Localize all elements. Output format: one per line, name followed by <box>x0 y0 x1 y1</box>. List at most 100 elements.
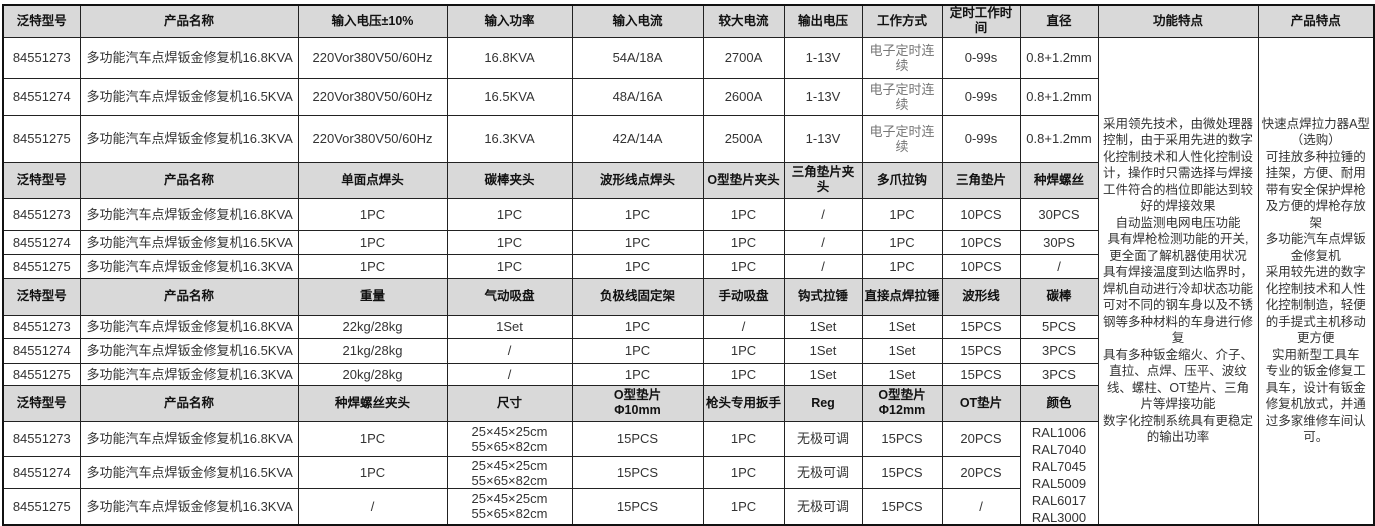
spec-value: / <box>702 314 785 339</box>
column-header: 较大电流 <box>702 4 785 38</box>
column-header: 波形线点焊头 <box>571 161 704 199</box>
spec-value: 1PC <box>861 229 943 255</box>
table-row: 84551273 多功能汽车点焊钣金修复机16.8KVA 1PC 25×45×25cm… <box>2 420 1374 525</box>
color-code: RAL7040 <box>1031 441 1087 457</box>
spec-value: 20kg/28kg <box>297 362 448 386</box>
feature-paragraph: 具有多种钣金缩火、介子、直拉、点焊、压平、波纹线、螺柱、OT垫片、三角片等焊接功… <box>1102 347 1253 412</box>
color-code: RAL3000 <box>1031 509 1087 524</box>
product-spec-table: 泛特型号 产品名称 输入电压±10% 输入功率 输入电流 较大电流 输出电压 工作方式 定时工作… <box>2 4 1375 526</box>
spec-value: 1PC <box>297 229 448 255</box>
spec-value: 1Set <box>861 362 943 386</box>
model-number: 84551274 <box>2 337 81 364</box>
spec-value: 1PC <box>571 337 704 364</box>
spec-value: 30PS <box>1019 229 1099 255</box>
spec-value: 10PCS <box>941 229 1021 255</box>
feature-paragraph: 快速点焊拉力器A型（选购） <box>1261 116 1370 148</box>
spec-value: 15PCS <box>861 488 943 525</box>
column-header: 重量 <box>297 277 448 316</box>
model-number: 84551275 <box>2 114 81 163</box>
spec-value: 1PC <box>702 197 785 231</box>
spec-value: 1-13V <box>783 36 863 79</box>
spec-value: 0.8+1.2mm <box>1019 36 1099 79</box>
column-header: 输入电压±10% <box>297 4 448 38</box>
spec-value: 10PCS <box>941 253 1021 279</box>
spec-value: 15PCS <box>861 420 943 458</box>
spec-value: / <box>297 488 448 525</box>
feature-paragraph: 数字化控制系统具有更稳定的输出功率 <box>1102 413 1253 445</box>
spec-value: 1-13V <box>783 77 863 116</box>
function-features: 采用领先技术，由微处理器控制，由于采用先进的数字化控制技术和人性化控制设计，操作… <box>1097 36 1259 525</box>
product-name: 多功能汽车点焊钣金修复机16.3KVA <box>79 362 299 386</box>
column-header: 输入功率 <box>446 4 573 38</box>
spec-value: 10PCS <box>941 197 1021 231</box>
spec-value: 15PCS <box>571 488 704 525</box>
product-name: 多功能汽车点焊钣金修复机16.8KVA <box>79 197 299 231</box>
header-row: 泛特型号 产品名称 输入电压±10% 输入功率 输入电流 较大电流 输出电压 工作方式 定时工作… <box>2 4 1375 38</box>
column-header: 直接点焊拉锤 <box>861 277 943 316</box>
spec-value: 电子定时连续 <box>861 114 943 163</box>
spec-value: 22kg/28kg <box>297 314 448 339</box>
spec-value: / <box>446 337 573 364</box>
spec-value: 1PC <box>702 337 785 364</box>
feature-paragraph: 采用较先进的数字化控制技术和人性化控制制造，轻便的手提式主机移动更方便 <box>1265 265 1366 345</box>
header-row: 泛特型号 产品名称 种焊螺丝夹头 尺寸 O型垫片 Φ10mm 枪头专用扳手 Reg O型垫片 … <box>2 384 1374 422</box>
color-list: RAL1006 RAL7040 RAL7045 RAL5009 RAL6017 RAL30… <box>1019 420 1099 525</box>
column-header: 泛特型号 <box>2 161 81 199</box>
spec-value: 1PC <box>297 197 448 231</box>
feature-paragraph: 自动监测电网电压功能 <box>1115 215 1241 230</box>
column-header: 手动吸盘 <box>702 277 785 316</box>
product-name: 多功能汽车点焊钣金修复机16.8KVA <box>79 420 299 458</box>
spec-value: / <box>1019 253 1099 279</box>
spec-value: / <box>783 253 863 279</box>
table-row: 84551274 多功能汽车点焊钣金修复机16.5KVA 220Vor380V50/… <box>2 77 1374 116</box>
column-header: 产品特点 <box>1257 4 1375 38</box>
spec-value: 3PCS <box>1019 337 1099 364</box>
column-header: 碳棒夹头 <box>446 161 573 199</box>
table-row: 84551274 多功能汽车点焊钣金修复机16.5KVA 21kg/28kg/1PC… <box>2 337 1374 364</box>
column-header: 碳棒 <box>1019 277 1099 316</box>
table-row: 84551275 多功能汽车点焊钣金修复机16.3KVA/25×45×25cm 5… <box>2 488 1374 525</box>
column-header: 枪头专用扳手 <box>702 384 785 422</box>
spec-value: 0-99s <box>941 114 1021 163</box>
model-number: 84551274 <box>2 229 81 255</box>
spec-value: 1PC <box>702 229 785 255</box>
header-row: 泛特型号 产品名称 重量 气动吸盘 负极线固定架 手动吸盘 钩式拉锤 直接点焊拉锤 波形线 碳棒 <box>2 277 1374 316</box>
column-header: 直径 <box>1019 4 1099 38</box>
column-header: 三角垫片夹头 <box>783 161 863 199</box>
spec-value: 1PC <box>702 420 785 458</box>
spec-value: 1PC <box>297 253 448 279</box>
spec-value: / <box>941 488 1021 525</box>
color-code: RAL7045 <box>1031 458 1087 474</box>
product-name: 多功能汽车点焊钣金修复机16.3KVA <box>79 488 299 525</box>
feature-paragraph: 专业的钣金修复工具车，设计有钣金修复机放式，并通过多家维修车间认可。 <box>1265 364 1366 444</box>
spec-value: 220Vor380V50/60Hz <box>297 36 448 79</box>
spec-value: 16.8KVA <box>446 36 573 79</box>
product-name: 多功能汽车点焊钣金修复机16.3KVA <box>79 114 299 163</box>
model-number: 84551275 <box>2 362 81 386</box>
spec-value: 25×45×25cm 55×65×82cm <box>446 420 573 458</box>
spec-value: 15PCS <box>571 456 704 490</box>
model-number: 84551274 <box>2 77 81 116</box>
table-row: 84551273 多功能汽车点焊钣金修复机16.8KVA 220Vor380V50/… <box>2 36 1375 525</box>
column-header: 尺寸 <box>446 384 573 422</box>
product-name: 多功能汽车点焊钣金修复机16.5KVA <box>79 229 299 255</box>
model-number: 84551273 <box>2 36 81 79</box>
feature-paragraph: 采用领先技术，由微处理器控制，由于采用先进的数字化控制技术和人性化控制设计，操作… <box>1102 116 1253 214</box>
spec-value: 1PC <box>702 253 785 279</box>
column-header: 输出电压 <box>783 4 863 38</box>
spec-value: 15PCS <box>861 456 943 490</box>
spec-value: 25×45×25cm 55×65×82cm <box>446 488 573 525</box>
spec-value: 1PC <box>702 456 785 490</box>
feature-paragraph: 具有焊接温度到达临界时，焊机自动进行冷却状态功能 <box>1102 265 1253 296</box>
spec-value: 1PC <box>861 253 943 279</box>
spec-value: 30PCS <box>1019 197 1099 231</box>
spec-value: 48A/16A <box>571 77 704 116</box>
spec-value: 0.8+1.2mm <box>1019 114 1099 163</box>
product-name: 多功能汽车点焊钣金修复机16.5KVA <box>79 337 299 364</box>
column-header: 颜色 <box>1019 384 1099 422</box>
column-header: 泛特型号 <box>2 277 81 316</box>
spec-value: 5PCS <box>1019 314 1099 339</box>
spec-value: 1Set <box>783 337 863 364</box>
column-header: 泛特型号 <box>2 384 81 422</box>
spec-value: 2700A <box>702 36 785 79</box>
